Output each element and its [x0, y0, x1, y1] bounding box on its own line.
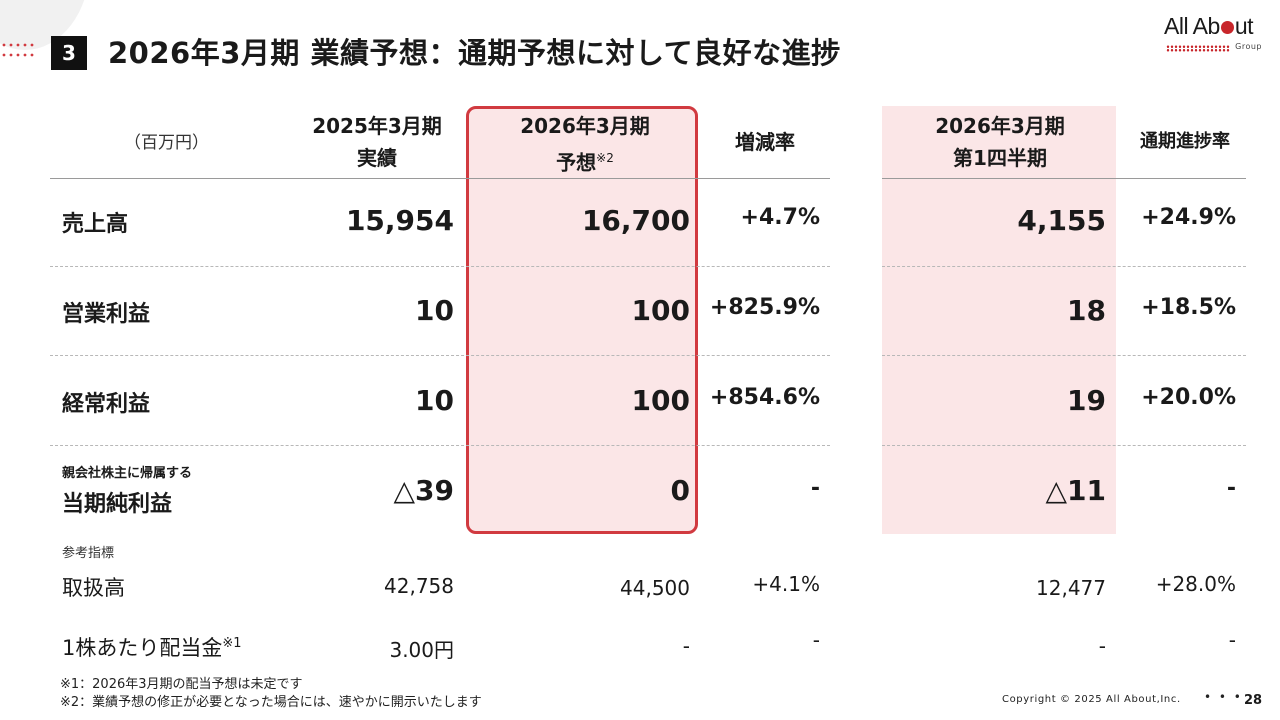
row-divider — [882, 355, 1246, 356]
net-income-change: - — [810, 476, 820, 501]
row-divider — [882, 266, 1246, 267]
net-income-fy2025: △39 — [393, 474, 455, 507]
header-divider-left — [50, 178, 830, 179]
header-change-rate: 増減率 — [735, 130, 795, 154]
unit-label: （百万円） — [124, 133, 209, 153]
section-number-badge: 3 — [51, 36, 87, 70]
forecast-column-frame — [466, 106, 698, 534]
ref-label-dividend: 1株あたり配当金※1 — [62, 636, 242, 660]
row-label-operating-profit: 営業利益 — [62, 302, 151, 327]
header-fy2025: 2025年3月期 実績 — [312, 114, 442, 170]
ref-label-gmv: 取扱高 — [62, 576, 125, 600]
page-dots: • • • — [1204, 690, 1243, 704]
row-sublabel-net-income: 親会社株主に帰属する — [62, 466, 193, 481]
sales-progress: +24.9% — [1141, 205, 1236, 230]
logo-group-text: Group — [1235, 42, 1262, 51]
row-label-net-income: 当期純利益 — [62, 492, 173, 517]
ordinary-profit-fy2025: 10 — [415, 384, 454, 417]
header-progress: 通期進捗率 — [1140, 131, 1230, 152]
forecast-column-highlight — [466, 106, 698, 534]
header-divider-right — [882, 178, 1246, 179]
header-fy2026-forecast: 2026年3月期 予想※2 — [520, 114, 650, 175]
net-income-progress: - — [1226, 476, 1236, 501]
reference-caption: 参考指標 — [62, 546, 115, 561]
footnote-2: ※2：業績予想の修正が必要となった場合には、速やかに開示いたします — [60, 695, 482, 710]
operating-profit-q1: 18 — [1067, 294, 1106, 327]
dividend-progress: - — [1228, 628, 1236, 652]
dot-pattern-icon — [2, 43, 34, 57]
gmv-change: +4.1% — [752, 572, 820, 596]
ordinary-profit-fy2026: 100 — [631, 384, 690, 417]
row-label-sales: 売上高 — [62, 212, 129, 237]
sales-q1: 4,155 — [1017, 204, 1106, 237]
row-divider — [50, 355, 830, 356]
gmv-fy2026: 44,500 — [620, 576, 690, 600]
q1-column-highlight — [882, 106, 1116, 534]
net-income-q1: △11 — [1045, 474, 1107, 507]
net-income-fy2026: 0 — [670, 474, 690, 507]
sales-change: +4.7% — [740, 205, 820, 230]
row-divider — [882, 445, 1246, 446]
dividend-fy2026: - — [682, 634, 690, 658]
sales-fy2026: 16,700 — [581, 204, 690, 237]
ordinary-profit-change: +854.6% — [709, 385, 820, 410]
dividend-change: - — [812, 628, 820, 652]
operating-profit-fy2026: 100 — [631, 294, 690, 327]
footnote-1: ※1：2026年3月期の配当予想は未定です — [60, 677, 303, 692]
gmv-q1: 12,477 — [1036, 576, 1106, 600]
operating-profit-fy2025: 10 — [415, 294, 454, 327]
logo-dots-bar — [1166, 45, 1230, 52]
dividend-q1: - — [1098, 634, 1106, 658]
slide-title: 2026年3月期 業績予想：通期予想に対して良好な進捗 — [108, 36, 841, 70]
sales-fy2025: 15,954 — [345, 204, 454, 237]
operating-profit-progress: +18.5% — [1141, 295, 1236, 320]
company-logo: All Ab ut Group — [1164, 13, 1262, 52]
logo-o-dot — [1220, 21, 1234, 34]
row-divider — [50, 266, 830, 267]
ordinary-profit-progress: +20.0% — [1141, 385, 1236, 410]
operating-profit-change: +825.9% — [709, 295, 820, 320]
dividend-fy2025: 3.00円 — [389, 638, 454, 662]
page-number: 28 — [1244, 693, 1263, 708]
gmv-progress: +28.0% — [1155, 572, 1236, 596]
row-divider — [50, 445, 830, 446]
header-q1: 2026年3月期 第1四半期 — [935, 114, 1065, 170]
gmv-fy2025: 42,758 — [384, 574, 454, 598]
row-label-ordinary-profit: 経常利益 — [62, 392, 151, 417]
ordinary-profit-q1: 19 — [1067, 384, 1106, 417]
copyright-text: Copyright © 2025 All About,Inc. — [1002, 694, 1181, 705]
